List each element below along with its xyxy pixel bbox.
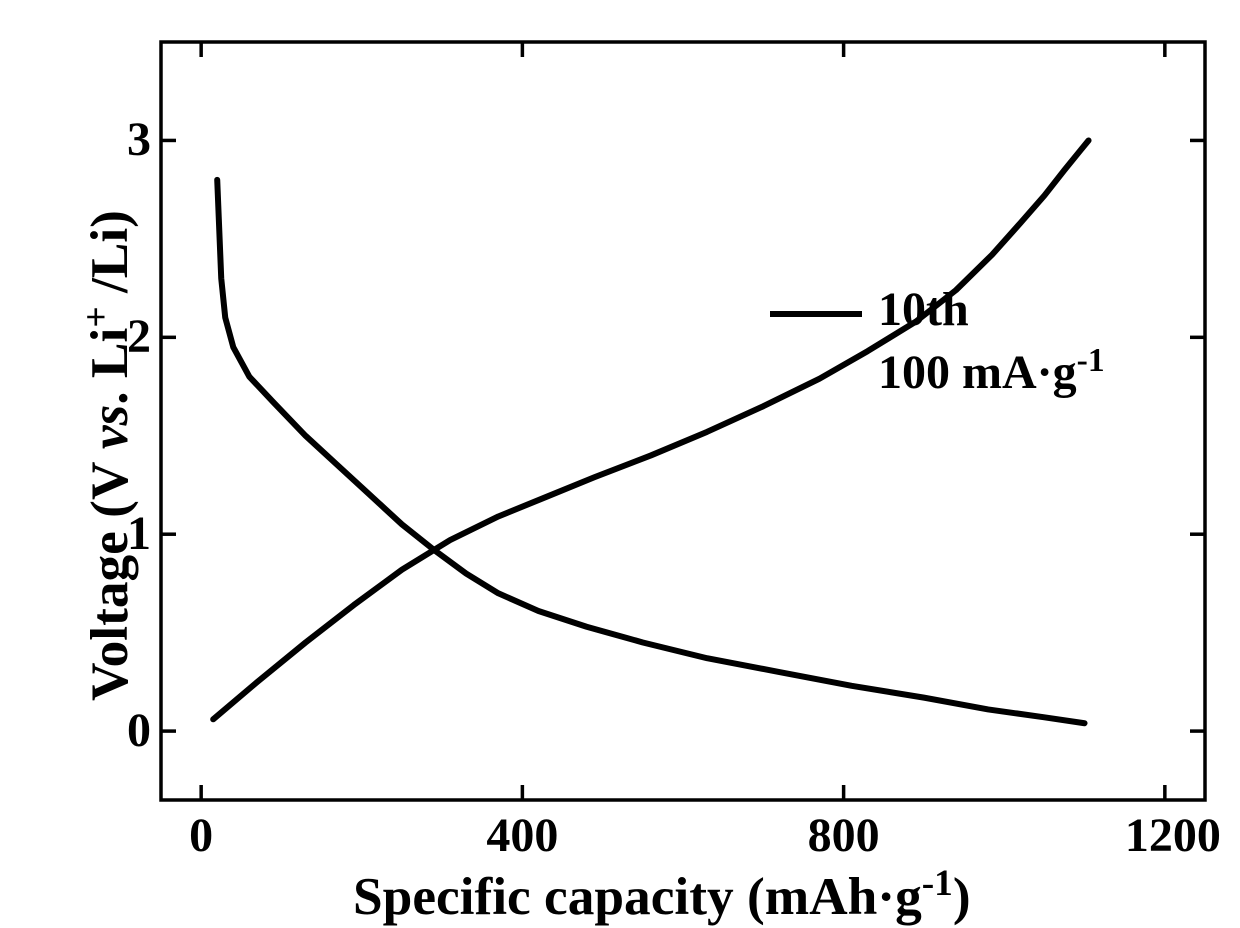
- x-axis-label: Specific capacity (mAh·g-1): [353, 862, 971, 927]
- legend-text-2: 100 mA·g: [878, 346, 1077, 399]
- x-tick-label: 400: [482, 808, 562, 863]
- legend-sup: -1: [1077, 342, 1105, 379]
- y-tick-label: 0: [103, 703, 151, 758]
- legend-line-swatch: [770, 311, 862, 317]
- x-tick-label: 800: [804, 808, 884, 863]
- x-tick-label: 0: [161, 808, 241, 863]
- y-axis-label: Voltage (V vs. Li+ /Li): [75, 210, 140, 701]
- x-tick-label: 1200: [1125, 808, 1205, 863]
- legend: 10th100 mA·g-1: [770, 280, 1105, 403]
- y-tick-label: 1: [103, 506, 151, 561]
- legend-row: 10th: [770, 280, 1105, 340]
- plot-svg: [0, 0, 1240, 928]
- legend-text-1: 10th: [878, 283, 969, 336]
- y-tick-label: 2: [103, 309, 151, 364]
- legend-row: 100 mA·g-1: [770, 340, 1105, 403]
- voltage-capacity-chart: Voltage (V vs. Li+ /Li) Specific capacit…: [0, 0, 1240, 928]
- y-tick-label: 3: [103, 112, 151, 167]
